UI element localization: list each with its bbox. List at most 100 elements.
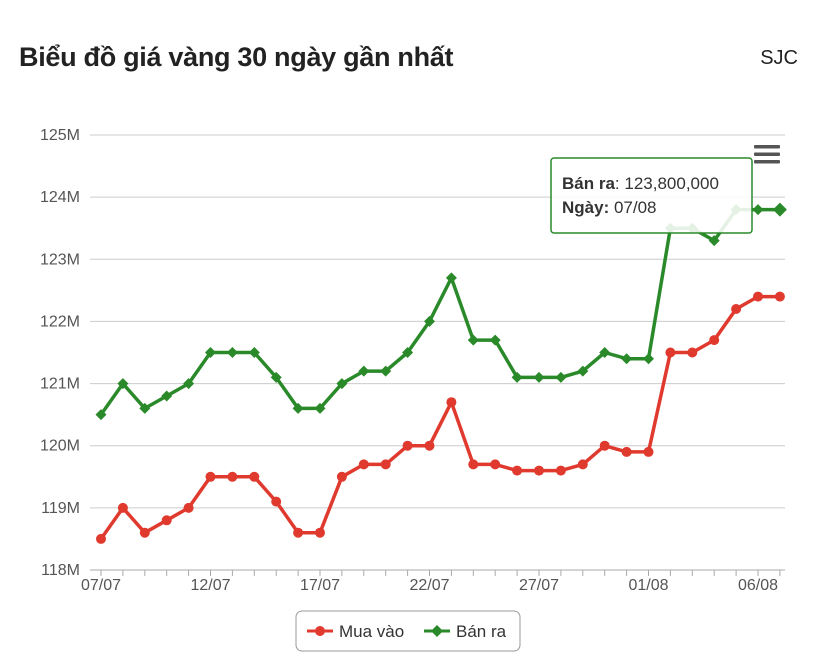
y-tick-label: 124M — [40, 189, 80, 206]
tooltip-separator: : — [604, 198, 614, 217]
data-point-buy — [183, 502, 194, 513]
data-point-buy — [753, 291, 763, 302]
data-point-sell — [314, 402, 326, 414]
data-point-sell — [139, 402, 151, 414]
data-point-sell — [95, 409, 107, 421]
y-tick-label: 121M — [40, 376, 80, 393]
data-point-buy — [687, 347, 698, 358]
x-tick-label: 12/07 — [190, 577, 230, 594]
data-point-buy — [161, 515, 172, 526]
data-point-sell — [358, 365, 370, 377]
data-point-buy — [621, 446, 632, 457]
data-point-sell — [511, 371, 523, 383]
data-point-buy — [402, 440, 413, 451]
legend-label-buy: Mua vào — [339, 622, 404, 641]
data-point-buy — [117, 502, 128, 513]
data-point-sell — [424, 315, 435, 327]
y-tick-label: 123M — [40, 251, 80, 268]
data-point-buy — [709, 335, 720, 346]
tooltip-separator: : — [615, 174, 624, 193]
y-tick-label: 125M — [40, 127, 80, 144]
legend: Mua vào Bán ra — [295, 610, 521, 652]
data-point-buy — [555, 465, 566, 476]
data-point-sell — [708, 235, 720, 247]
data-point-buy — [315, 527, 325, 538]
data-point-buy — [512, 465, 523, 476]
svg-text:Bán ra: 123,800,000: Bán ra: 123,800,000 — [562, 174, 719, 193]
data-point-sell — [599, 347, 611, 358]
tooltip-date-label: Ngày — [562, 198, 604, 217]
brand-label: SJC — [760, 47, 798, 69]
data-point-sell — [643, 353, 654, 365]
data-point-sell — [533, 371, 545, 383]
data-point-sell — [489, 334, 501, 346]
data-point-sell — [226, 347, 238, 358]
data-point-sell — [555, 371, 567, 383]
y-tick-label: 120M — [40, 438, 80, 455]
y-tick-label: 118M — [41, 562, 80, 579]
data-point-buy — [665, 347, 676, 358]
x-tick-label: 01/08 — [628, 577, 668, 594]
data-point-buy — [446, 397, 457, 408]
data-point-sell — [380, 365, 392, 377]
data-point-sell — [752, 204, 764, 216]
page-title: Biểu đồ giá vàng 30 ngày gần nhất — [19, 42, 454, 72]
legend-item-sell[interactable]: Bán ra — [424, 622, 507, 641]
x-tick-label: 07/07 — [81, 577, 121, 594]
data-point-buy — [534, 465, 544, 476]
x-tick-label: 17/07 — [300, 577, 340, 594]
tooltip-date: 07/08 — [614, 198, 657, 217]
data-point-buy — [358, 459, 369, 470]
data-point-sell — [117, 378, 129, 390]
data-point-buy — [336, 471, 347, 482]
data-point-sell — [205, 347, 216, 358]
data-point-buy — [271, 496, 282, 507]
series-layer — [95, 202, 787, 544]
data-point-sell — [161, 390, 173, 402]
data-point-buy — [490, 459, 501, 470]
data-point-buy — [774, 291, 785, 302]
data-point-buy — [227, 471, 238, 482]
data-point-sell — [772, 202, 787, 217]
data-point-buy — [293, 527, 304, 538]
data-point-buy — [96, 533, 106, 544]
tooltip-series-label: Bán ra — [562, 174, 615, 193]
legend-label-sell: Bán ra — [456, 622, 507, 641]
data-point-sell — [183, 378, 195, 390]
y-tick-label: 119M — [41, 500, 80, 517]
data-point-buy — [643, 446, 654, 457]
data-point-buy — [468, 459, 479, 470]
tooltip-value: 123,800,000 — [624, 174, 719, 193]
data-point-buy — [599, 440, 610, 451]
legend-item-buy[interactable]: Mua vào — [307, 622, 404, 641]
legend-marker-buy — [315, 626, 325, 636]
data-point-sell — [577, 365, 589, 377]
y-axis: 118M 119M 120M 121M 122M 123M 124M 125M — [40, 127, 80, 579]
x-axis: 07/07 12/07 17/07 22/07 27/07 01/08 06/08 — [81, 569, 785, 594]
data-point-sell — [336, 378, 348, 390]
tooltip: Bán ra: 123,800,000 Ngày: 07/08 — [550, 157, 753, 234]
data-point-buy — [205, 471, 216, 482]
x-tick-label: 22/07 — [409, 577, 449, 594]
y-tick-label: 122M — [40, 313, 80, 330]
data-point-sell — [270, 371, 282, 383]
data-point-sell — [292, 402, 304, 414]
series-line-buy — [99, 294, 782, 541]
data-point-sell — [621, 353, 633, 365]
data-point-buy — [731, 304, 742, 314]
data-point-sell — [402, 347, 414, 358]
x-tick-label: 27/07 — [519, 577, 559, 594]
data-point-buy — [249, 471, 260, 482]
legend-marker-sell — [431, 625, 443, 637]
data-point-buy — [424, 440, 435, 451]
data-point-buy — [577, 459, 588, 470]
svg-text:Ngày: 07/08: Ngày: 07/08 — [562, 198, 657, 217]
data-point-sell — [248, 347, 260, 358]
hamburger-menu-icon[interactable] — [754, 145, 780, 164]
x-tick-label: 06/08 — [738, 577, 778, 594]
data-point-buy — [380, 459, 391, 470]
data-point-sell — [467, 334, 479, 346]
data-point-sell — [445, 272, 457, 284]
data-point-buy — [139, 527, 150, 538]
